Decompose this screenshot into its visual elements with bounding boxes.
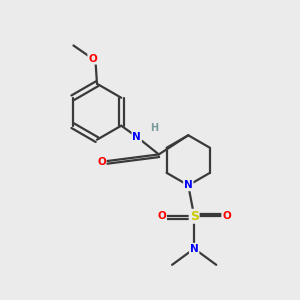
- Text: O: O: [222, 211, 231, 221]
- Text: O: O: [97, 157, 106, 167]
- Text: H: H: [150, 123, 158, 133]
- Text: N: N: [132, 132, 141, 142]
- Text: O: O: [88, 54, 97, 64]
- Text: S: S: [190, 210, 199, 223]
- Text: O: O: [158, 211, 166, 221]
- Text: N: N: [190, 244, 199, 254]
- Text: N: N: [184, 180, 193, 190]
